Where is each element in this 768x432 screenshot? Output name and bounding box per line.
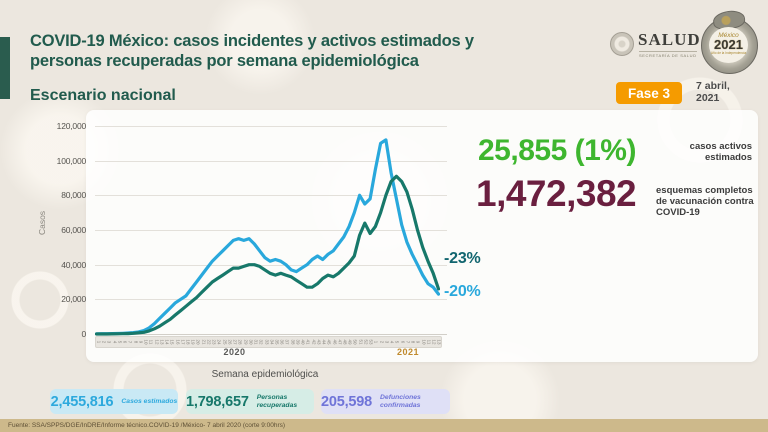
week-tick-strip: 1 2 3 4 5 6 7 8 9 10 11 12 13 14 15 16 17 18 19 20 21 22 23 24 2… — [95, 336, 442, 348]
stat-pill-deaths: 205,598 Defunciones confirmadas — [321, 389, 450, 414]
report-date-line1: 7 abril, — [696, 80, 730, 92]
mexico-2021-coin: México 2021 Año de la Independencia — [701, 8, 758, 74]
line-chart — [95, 138, 440, 336]
phase-badge: Fase 3 — [616, 82, 682, 104]
gridline-120000 — [95, 126, 447, 127]
gridline-40000 — [95, 264, 447, 266]
annotation-recovered-change: -23% — [444, 250, 481, 267]
active-cases-label: casos activos estimados — [689, 141, 752, 163]
coin-text-sub: Año de la Independencia — [710, 51, 747, 55]
y-tick-label: 100,000 — [56, 155, 87, 166]
active-cases-value: 25,855 (1%) — [478, 134, 636, 167]
x-axis-year-2021: 2021 — [396, 347, 420, 357]
gridline-0 — [95, 334, 447, 335]
salud-subtext: SECRETARÍA DE SALUD — [639, 51, 697, 58]
y-tick-label: 40,000 — [61, 259, 86, 270]
salud-wordmark: SALUD — [638, 30, 701, 49]
y-tick-label: 20,000 — [61, 294, 86, 305]
x-axis-year-2020: 2020 — [223, 347, 246, 357]
salud-seal-icon — [610, 32, 634, 56]
title-accent-bar — [0, 37, 10, 99]
deaths-label: Defunciones confirmadas — [380, 394, 421, 409]
gridline-20000 — [95, 299, 447, 301]
coin-text-year: 2021 — [714, 37, 743, 52]
chart-panel — [86, 110, 758, 362]
y-tick-label: 0 — [81, 329, 86, 339]
page-title-line1: COVID-19 México: casos incidentes y acti… — [30, 32, 474, 50]
y-tick-label: 60,000 — [61, 225, 86, 235]
series-line-casos-incidentes-estimados — [95, 138, 440, 336]
recovered-value: 1,798,657 — [186, 393, 249, 410]
vaccination-label: esquemas completos de vacunación contra … — [656, 185, 754, 218]
x-axis-title: Semana epidemiológica — [211, 369, 319, 380]
stat-pill-estimated-cases: 2,455,816 Casos estimados — [50, 389, 178, 414]
coin-text-mexico: México — [718, 32, 739, 39]
gridline-80000 — [95, 195, 447, 197]
deaths-value: 205,598 — [321, 393, 373, 410]
coin-center: México 2021 Año de la Independencia — [709, 27, 748, 63]
gridline-60000 — [95, 230, 447, 231]
recovered-label: Personas recuperadas — [256, 394, 298, 409]
page-title-line2: personas recuperadas por semana epidemio… — [30, 52, 419, 70]
y-tick-label: 120,000 — [56, 121, 87, 131]
estimated-cases-value: 2,455,816 — [50, 393, 114, 410]
salud-logo: SALUD SECRETARÍA DE SALUD — [610, 30, 701, 64]
series-line-personas-recuperadas — [95, 174, 440, 336]
page-title: COVID-19 México: casos incidentes y acti… — [30, 31, 630, 71]
footer-bar: Fuente: SSA/SPPS/DGE/InDRE/Informe técni… — [0, 419, 768, 432]
report-date-line2: 2021 — [696, 92, 720, 104]
footer-source: Fuente: SSA/SPPS/DGE/InDRE/Informe técni… — [8, 422, 286, 429]
vaccination-value: 1,472,382 — [476, 173, 637, 214]
estimated-cases-label: Casos estimados — [121, 397, 178, 405]
page-subtitle: Escenario nacional — [30, 87, 176, 104]
gridline-100000 — [95, 160, 447, 162]
stat-pill-recovered: 1,798,657 Personas recuperadas — [186, 389, 314, 414]
week-tick: 13 — [436, 339, 442, 345]
report-date: 7 abril, 2021 — [696, 80, 730, 104]
y-axis-label: Casos — [37, 210, 47, 236]
annotation-cases-change: -20% — [444, 283, 481, 300]
y-tick-label: 80,000 — [61, 190, 86, 201]
